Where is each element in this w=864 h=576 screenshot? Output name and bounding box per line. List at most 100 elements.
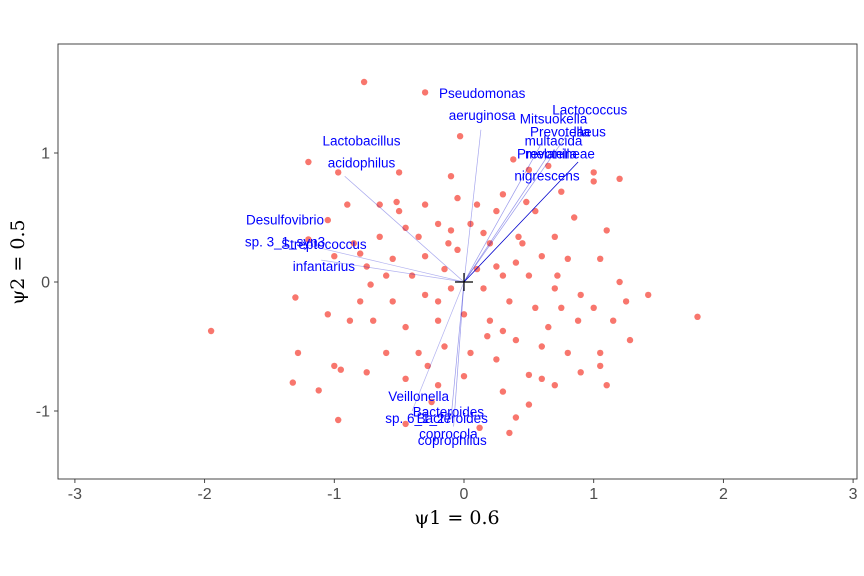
x-tick-label: 0 bbox=[460, 486, 469, 503]
data-point bbox=[305, 236, 312, 243]
data-point bbox=[499, 388, 507, 395]
data-point bbox=[383, 349, 390, 357]
data-point bbox=[324, 311, 331, 318]
data-point bbox=[597, 349, 604, 357]
data-point bbox=[480, 229, 487, 237]
data-point bbox=[447, 227, 455, 234]
data-point bbox=[484, 333, 491, 340]
data-point bbox=[574, 317, 582, 324]
x-tick-label: -1 bbox=[327, 486, 341, 503]
data-point bbox=[558, 304, 565, 311]
ticks-layer: -3 -2 -1 0 1 2 3 -1 0 1 bbox=[36, 146, 858, 504]
data-point bbox=[434, 317, 442, 324]
data-point bbox=[456, 133, 464, 140]
data-point bbox=[523, 198, 530, 206]
data-point bbox=[415, 349, 422, 357]
taxon-label: Mitsuokella multacida bbox=[520, 112, 588, 149]
loading-arrow bbox=[463, 161, 579, 283]
data-point bbox=[564, 349, 571, 357]
loading-arrow bbox=[463, 133, 569, 283]
data-point bbox=[421, 291, 429, 299]
data-point bbox=[395, 169, 403, 176]
x-tick-label: 3 bbox=[849, 486, 858, 503]
x-axis-title: ψ1 = 0.6 bbox=[414, 507, 499, 529]
data-point bbox=[324, 216, 331, 224]
loading-arrow bbox=[411, 281, 465, 412]
loading-arrow bbox=[321, 259, 465, 283]
x-tick-label: 2 bbox=[719, 486, 728, 503]
data-point bbox=[367, 281, 374, 288]
data-point bbox=[512, 259, 520, 266]
data-point bbox=[376, 201, 383, 208]
y-tick-label: 1 bbox=[41, 146, 50, 163]
data-point bbox=[558, 188, 565, 195]
data-point bbox=[344, 201, 351, 208]
data-point bbox=[424, 362, 431, 370]
taxon-label: Veillonella sp. 6_1_27 bbox=[385, 389, 452, 426]
y-axis-title: ψ2 = 0.5 bbox=[7, 219, 29, 304]
data-point bbox=[460, 373, 468, 380]
data-point bbox=[331, 362, 338, 370]
data-point bbox=[538, 343, 545, 350]
data-point bbox=[402, 420, 409, 428]
x-tick-label: -2 bbox=[197, 486, 211, 503]
labels-layer: Pseudomonas aeruginosa Mitsuokella multacid… bbox=[245, 86, 628, 448]
data-point bbox=[554, 272, 561, 279]
data-point bbox=[499, 191, 507, 198]
x-tick-label: -3 bbox=[68, 486, 82, 503]
data-point bbox=[454, 194, 461, 202]
data-point bbox=[473, 265, 481, 273]
data-point bbox=[532, 207, 539, 215]
data-point bbox=[506, 429, 513, 437]
data-point bbox=[402, 375, 409, 382]
data-point bbox=[493, 263, 500, 270]
data-point bbox=[207, 327, 215, 335]
data-point bbox=[476, 424, 483, 431]
data-point bbox=[363, 263, 370, 270]
data-point bbox=[545, 162, 552, 170]
loading-arrow bbox=[453, 281, 465, 427]
data-point bbox=[499, 272, 507, 279]
data-point bbox=[447, 285, 455, 292]
points-layer bbox=[207, 78, 701, 437]
data-point bbox=[525, 401, 533, 408]
data-point bbox=[532, 304, 539, 311]
data-point bbox=[305, 158, 312, 166]
data-point bbox=[402, 224, 409, 231]
data-point bbox=[357, 298, 364, 305]
taxon-label: Bacteroides coprocola bbox=[413, 405, 485, 442]
loading-arrow bbox=[463, 129, 482, 283]
data-point bbox=[590, 304, 597, 311]
data-point bbox=[597, 255, 604, 262]
data-point bbox=[467, 349, 474, 357]
data-point bbox=[421, 253, 429, 260]
taxon-label: Bacteroides coprophilus bbox=[417, 411, 489, 448]
data-point bbox=[510, 156, 517, 163]
data-point bbox=[445, 240, 452, 247]
data-point bbox=[590, 169, 597, 176]
data-point bbox=[515, 233, 522, 240]
taxon-label: Desulfovibrio sp. 3_1_syn3 bbox=[245, 212, 325, 249]
data-point bbox=[454, 246, 461, 253]
data-point bbox=[525, 371, 533, 379]
data-point bbox=[499, 327, 507, 335]
data-point bbox=[603, 227, 610, 234]
data-point bbox=[564, 255, 571, 262]
data-point bbox=[512, 414, 520, 421]
data-point bbox=[525, 272, 533, 279]
y-tick-label: 0 bbox=[41, 275, 50, 292]
data-point bbox=[512, 336, 520, 344]
data-point bbox=[597, 362, 604, 370]
origin-marker bbox=[455, 273, 473, 291]
loading-arrow bbox=[344, 175, 465, 283]
data-point bbox=[610, 317, 617, 324]
data-point bbox=[350, 240, 357, 247]
arrows-layer bbox=[288, 129, 579, 427]
data-point bbox=[626, 336, 634, 344]
data-point bbox=[493, 356, 500, 363]
loading-arrow bbox=[288, 240, 465, 283]
data-point bbox=[428, 398, 435, 406]
data-point bbox=[616, 175, 623, 182]
loading-arrow bbox=[450, 281, 465, 419]
data-point bbox=[393, 198, 400, 206]
